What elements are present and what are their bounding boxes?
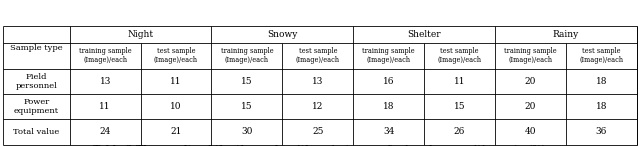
Text: training sample
(Image)/each: training sample (Image)/each xyxy=(221,47,273,64)
Text: 18: 18 xyxy=(596,77,607,86)
Text: 34: 34 xyxy=(383,127,394,136)
Text: 10: 10 xyxy=(170,102,182,111)
Text: 40: 40 xyxy=(525,127,536,136)
Text: training sample
(Image)/each: training sample (Image)/each xyxy=(362,47,415,64)
Text: 13: 13 xyxy=(312,77,323,86)
Text: 12: 12 xyxy=(312,102,323,111)
Text: 15: 15 xyxy=(454,102,465,111)
Text: test sample
(Image)/each: test sample (Image)/each xyxy=(579,47,623,64)
Text: training sample
(Image)/each: training sample (Image)/each xyxy=(504,47,557,64)
Text: test sample
(Image)/each: test sample (Image)/each xyxy=(438,47,482,64)
Text: 11: 11 xyxy=(170,77,182,86)
Text: Sample type: Sample type xyxy=(10,44,63,52)
Text: 20: 20 xyxy=(525,102,536,111)
Text: 36: 36 xyxy=(596,127,607,136)
Text: 15: 15 xyxy=(241,77,253,86)
Text: test sample
(Image)/each: test sample (Image)/each xyxy=(296,47,340,64)
Text: Field
personnel: Field personnel xyxy=(15,73,58,90)
Text: Table 3 The results of the three algorithms in terms of missed recognition rate : Table 3 The results of the three algorit… xyxy=(93,145,547,146)
Text: 18: 18 xyxy=(383,102,394,111)
Text: 13: 13 xyxy=(99,77,111,86)
Text: Rainy: Rainy xyxy=(553,30,579,39)
Text: Night: Night xyxy=(127,30,154,39)
Text: test sample
(Image)/each: test sample (Image)/each xyxy=(154,47,198,64)
Text: 15: 15 xyxy=(241,102,253,111)
Text: Snowy: Snowy xyxy=(267,30,298,39)
Text: 20: 20 xyxy=(525,77,536,86)
Text: Shelter: Shelter xyxy=(407,30,441,39)
Text: 11: 11 xyxy=(99,102,111,111)
Text: 16: 16 xyxy=(383,77,394,86)
Text: 25: 25 xyxy=(312,127,324,136)
Text: 24: 24 xyxy=(99,127,111,136)
Text: Total value: Total value xyxy=(13,128,60,135)
Text: 21: 21 xyxy=(170,127,182,136)
Text: 18: 18 xyxy=(596,102,607,111)
Text: training sample
(Image)/each: training sample (Image)/each xyxy=(79,47,131,64)
Text: 26: 26 xyxy=(454,127,465,136)
Text: 30: 30 xyxy=(241,127,253,136)
Text: Power
equipment: Power equipment xyxy=(14,98,59,115)
Text: 11: 11 xyxy=(454,77,465,86)
